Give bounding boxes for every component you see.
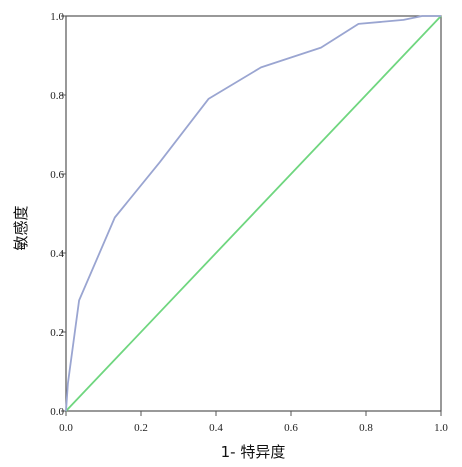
ticks: 0.0 0.2 0.4 0.6 0.8 1.0 0.0 0.2 0.4 0.6 0.8 1.0 <box>50 11 448 434</box>
roc-curve-line <box>65 15 441 412</box>
x-tick-label: 0.6 <box>284 422 298 434</box>
series-layer <box>65 15 442 412</box>
y-tick-label: 0.8 <box>50 90 64 102</box>
x-tick-label: 0.4 <box>209 422 223 434</box>
y-axis-label: 敏感度 <box>12 205 30 250</box>
x-tick-label: 0.8 <box>359 422 373 434</box>
x-tick-label: 0.0 <box>59 422 73 434</box>
x-tick-label: 0.2 <box>134 422 148 434</box>
y-tick-label: 1.0 <box>50 11 64 23</box>
y-tick-label: 0.4 <box>50 248 64 260</box>
y-tick-label: 0.2 <box>50 327 64 339</box>
x-axis-label: 1- 特异度 <box>221 443 286 461</box>
reference-diagonal-line <box>65 15 442 412</box>
plot-frame <box>65 15 442 412</box>
y-tick-label: 0.6 <box>50 169 64 181</box>
y-tick-label: 0.0 <box>50 406 64 418</box>
x-tick-label: 1.0 <box>434 422 448 434</box>
